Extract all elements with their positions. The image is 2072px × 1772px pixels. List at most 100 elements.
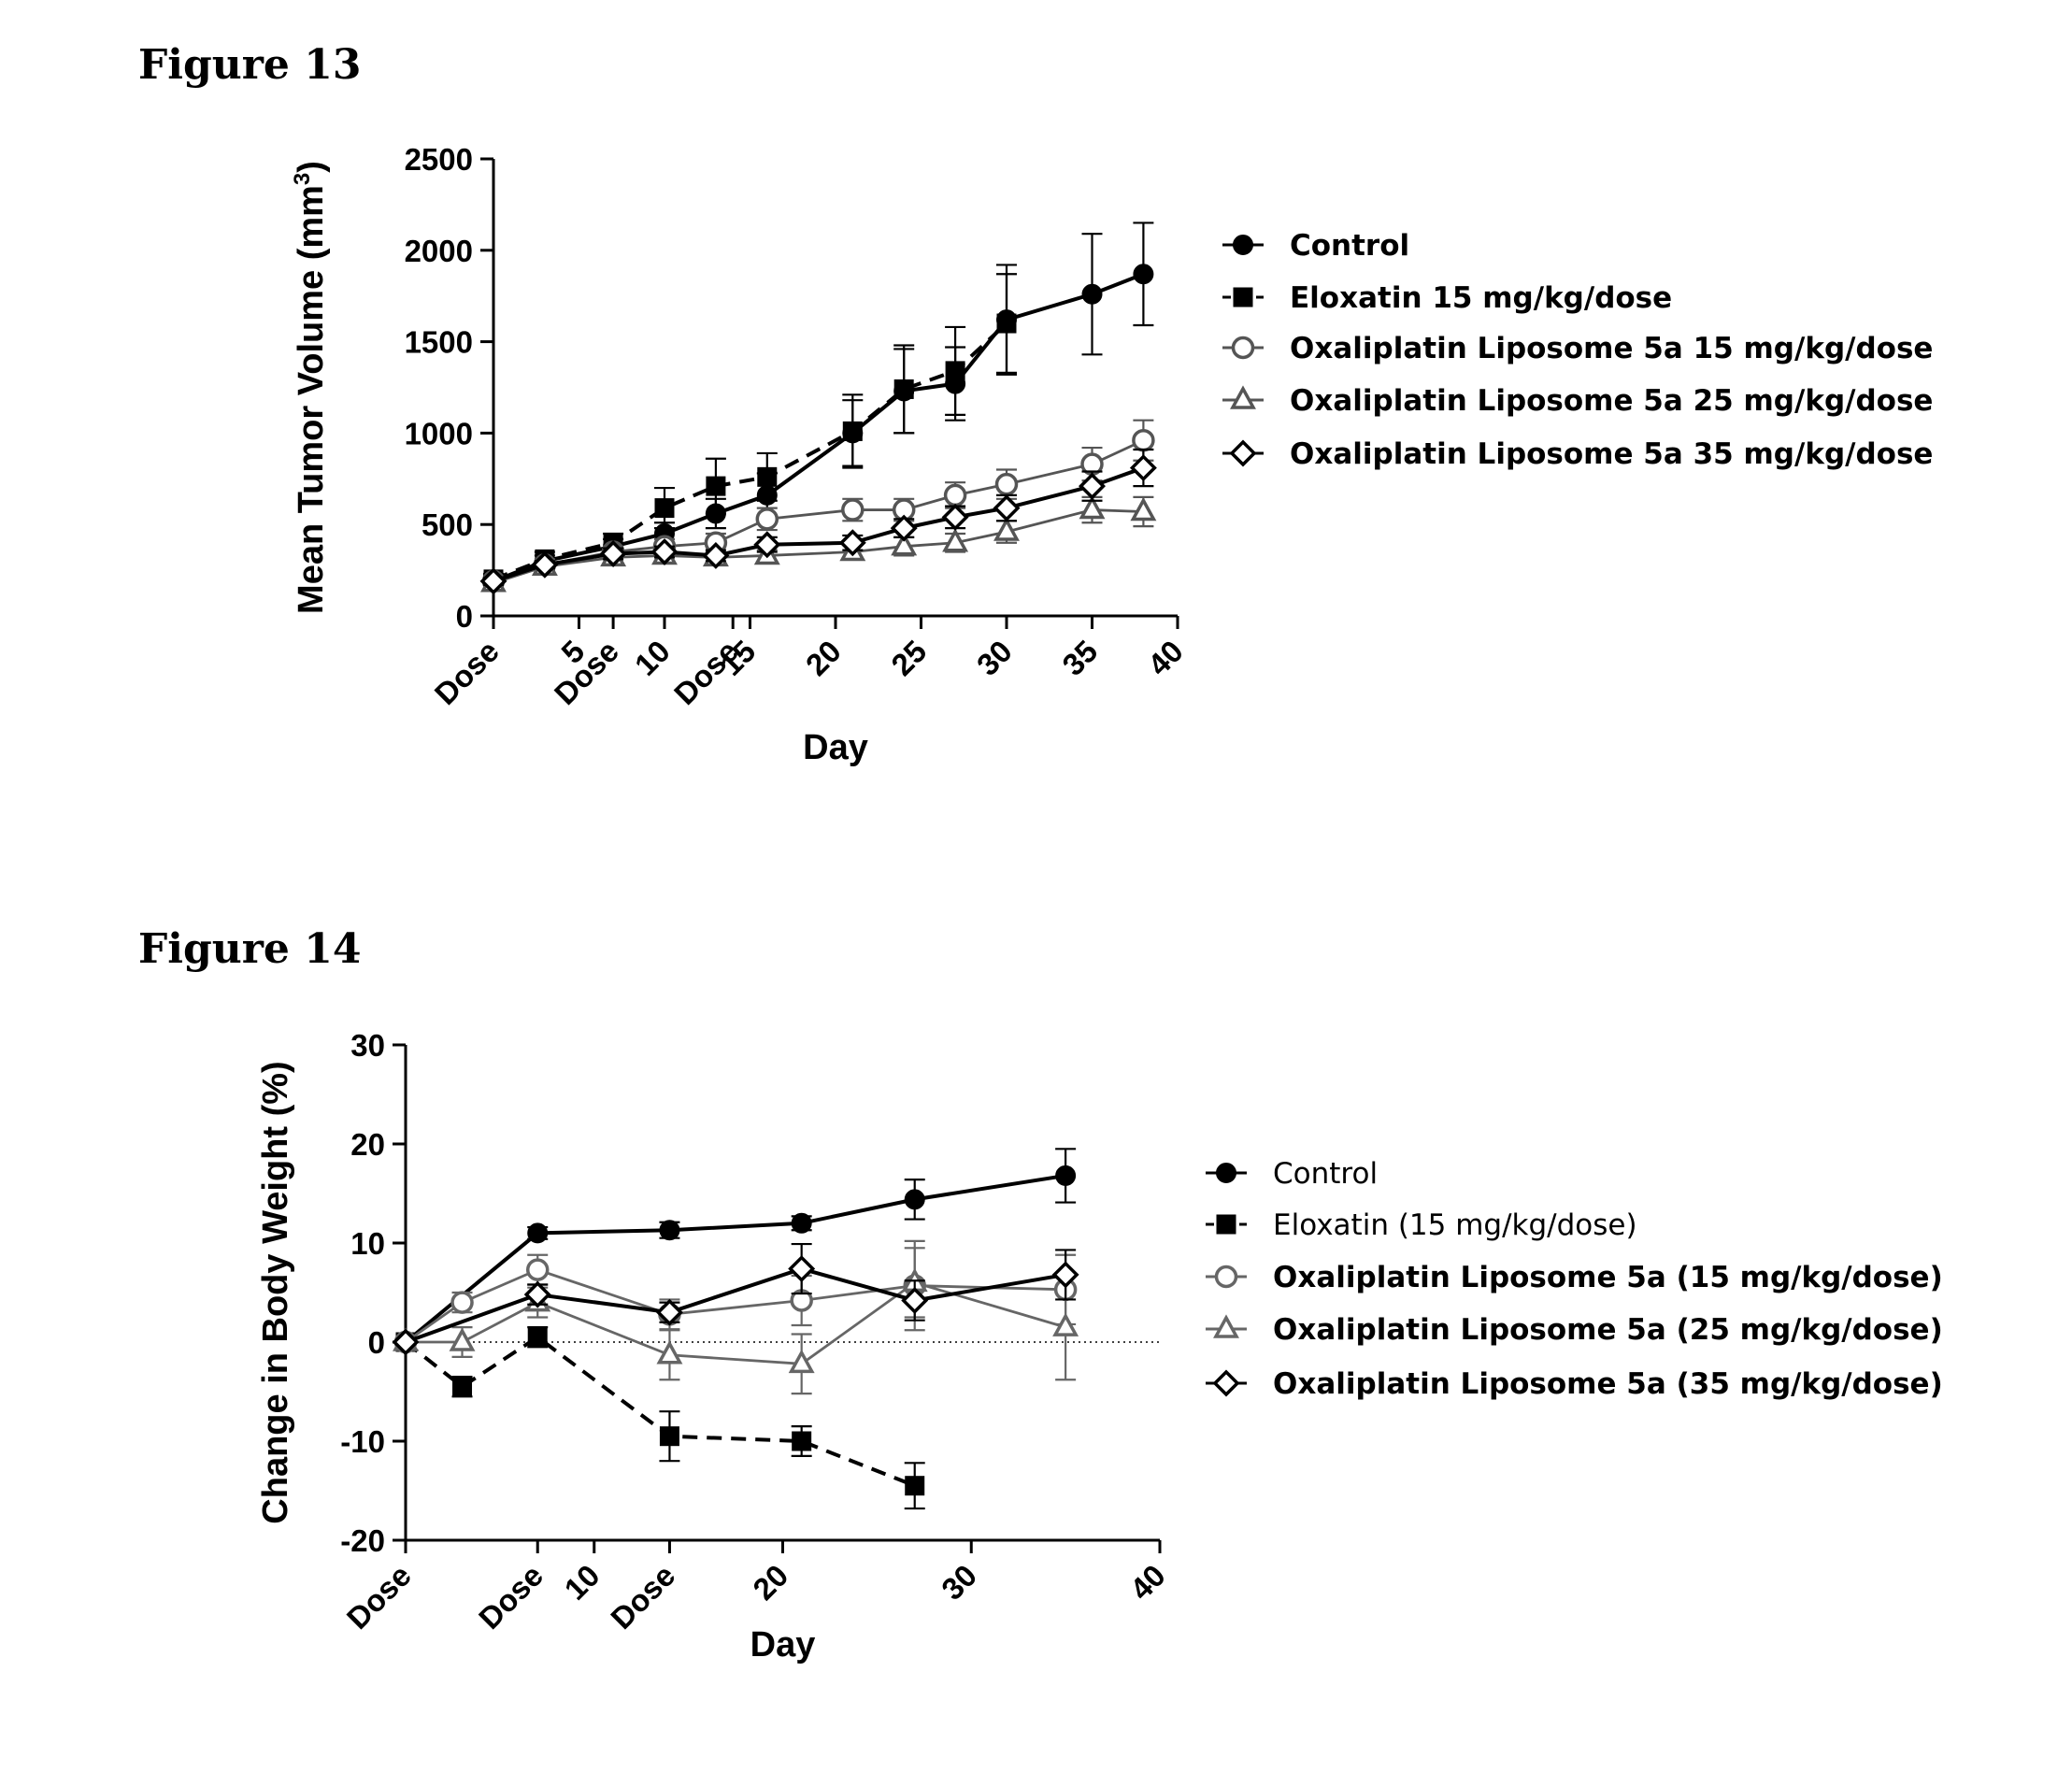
- data-point: [655, 498, 675, 518]
- x-tick-label: 30: [935, 1558, 983, 1607]
- y-tick-label: 10: [350, 1226, 385, 1261]
- legend-item-oxaliplatin-liposome-5a-25-mg-kg-dose: Oxaliplatin Liposome 5a 25 mg/kg/dose: [1222, 384, 1933, 418]
- x-tick-label: 20: [799, 634, 848, 682]
- legend-item-control: Control: [1206, 1157, 1378, 1191]
- data-point: [792, 1352, 812, 1371]
- data-point: [452, 1331, 473, 1350]
- data-point: [757, 467, 777, 487]
- data-point: [997, 475, 1017, 494]
- series-line: [493, 468, 1143, 581]
- data-point: [792, 1432, 811, 1451]
- legend-marker: [1217, 1215, 1236, 1235]
- legend-label: Control: [1273, 1157, 1378, 1191]
- legend-label: Oxaliplatin Liposome 5a (25 mg/kg/dose): [1273, 1313, 1943, 1347]
- data-point: [1083, 285, 1102, 304]
- data-point: [997, 314, 1017, 334]
- data-point: [660, 1426, 679, 1446]
- x-tick-label: 30: [970, 634, 1019, 682]
- data-point: [944, 506, 966, 528]
- data-point: [452, 1377, 472, 1396]
- y-tick-label: 0: [368, 1325, 385, 1360]
- legend-marker: [1234, 338, 1253, 358]
- legend-item-oxaliplatin-liposome-5a-35-mg-kg-dose: Oxaliplatin Liposome 5a (35 mg/kg/dose): [1206, 1367, 1943, 1401]
- legend-marker: [1215, 1372, 1237, 1394]
- y-axis-label: Mean Tumor Volume (mm3): [290, 161, 331, 614]
- y-tick-label: 500: [422, 507, 473, 542]
- data-point: [528, 1260, 548, 1279]
- x-tick-label: 35: [1055, 634, 1104, 682]
- data-point: [452, 1293, 472, 1312]
- data-point: [757, 509, 777, 529]
- y-axis-label: Change in Body Weight (%): [256, 1061, 295, 1523]
- series-line: [406, 1282, 1065, 1364]
- legend-label: Control: [1290, 229, 1409, 263]
- series-control: [396, 1149, 1076, 1351]
- legend-label: Eloxatin 15 mg/kg/dose: [1290, 281, 1672, 315]
- data-point: [1134, 431, 1153, 450]
- legend-marker: [1217, 1164, 1236, 1182]
- series-oxaliplatin-liposome-5a-15-mg-kg-dose: [483, 421, 1153, 592]
- data-point: [1133, 501, 1153, 520]
- y-tick-label: -20: [340, 1523, 385, 1558]
- data-point: [706, 477, 725, 496]
- x-axis-label: Day: [803, 728, 868, 767]
- legend-marker: [1234, 288, 1253, 307]
- y-tick-label: 2000: [405, 234, 473, 268]
- data-point: [843, 500, 863, 520]
- tumor-volume-chart: 05001000150020002500Dose5Dose10Dose15202…: [290, 142, 1933, 767]
- x-tick-label: Dose: [340, 1558, 418, 1636]
- legend-marker: [1233, 389, 1253, 407]
- legend-item-oxaliplatin-liposome-5a-15-mg-kg-dose: Oxaliplatin Liposome 5a (15 mg/kg/dose): [1206, 1261, 1943, 1294]
- x-tick-label: 25: [884, 634, 933, 682]
- data-point: [660, 1221, 679, 1239]
- data-point: [946, 485, 965, 505]
- legend-label: Oxaliplatin Liposome 5a 15 mg/kg/dose: [1290, 332, 1933, 365]
- x-tick-label: Dose: [604, 1558, 681, 1636]
- x-axis-label: Day: [750, 1625, 816, 1665]
- x-tick-label: 40: [1123, 1558, 1172, 1607]
- data-point: [995, 497, 1018, 520]
- y-tick-label: 2500: [405, 142, 473, 177]
- data-point: [946, 361, 965, 380]
- data-point: [1134, 264, 1152, 283]
- data-point: [793, 1214, 811, 1233]
- series-eloxatin-15-mg-kg-dose: [396, 1327, 925, 1508]
- data-point: [1056, 1166, 1075, 1185]
- legend-label: Eloxatin (15 mg/kg/dose): [1273, 1208, 1637, 1242]
- legend-label: Oxaliplatin Liposome 5a (35 mg/kg/dose): [1273, 1367, 1943, 1401]
- legend-item-control: Control: [1222, 229, 1409, 263]
- data-point: [528, 1223, 547, 1242]
- y-tick-label: 1000: [405, 416, 473, 450]
- y-tick-label: 0: [456, 599, 473, 634]
- y-tick-label: 30: [350, 1028, 385, 1063]
- body-weight-chart: -20-100102030DoseDose10Dose203040DayChan…: [256, 1028, 1943, 1665]
- x-tick-label: Dose: [428, 634, 506, 711]
- x-tick-label: 20: [746, 1558, 794, 1607]
- series-oxaliplatin-liposome-5a-15-mg-kg-dose: [396, 1241, 1077, 1352]
- series-control: [483, 222, 1153, 590]
- legend-marker: [1216, 1318, 1236, 1336]
- series-eloxatin-15-mg-kg-dose: [483, 274, 1017, 589]
- legend-label: Oxaliplatin Liposome 5a 35 mg/kg/dose: [1290, 437, 1933, 471]
- y-tick-label: 20: [350, 1127, 385, 1162]
- legend-item-eloxatin-15-mg-kg-dose: Eloxatin 15 mg/kg/dose: [1222, 281, 1672, 315]
- data-point: [906, 1190, 924, 1208]
- y-tick-label: -10: [340, 1424, 385, 1459]
- series-line: [406, 1176, 1065, 1342]
- series-line: [493, 323, 1007, 579]
- x-tick-label: 40: [1141, 634, 1190, 682]
- series-oxaliplatin-liposome-5a-25-mg-kg-dose: [395, 1248, 1076, 1393]
- legend-item-oxaliplatin-liposome-5a-25-mg-kg-dose: Oxaliplatin Liposome 5a (25 mg/kg/dose): [1206, 1313, 1943, 1347]
- y-tick-label: 1500: [405, 325, 473, 360]
- legend-item-oxaliplatin-liposome-5a-15-mg-kg-dose: Oxaliplatin Liposome 5a 15 mg/kg/dose: [1222, 332, 1933, 365]
- legend-label: Oxaliplatin Liposome 5a (15 mg/kg/dose): [1273, 1261, 1943, 1294]
- legend-item-oxaliplatin-liposome-5a-35-mg-kg-dose: Oxaliplatin Liposome 5a 35 mg/kg/dose: [1222, 437, 1933, 471]
- legend-marker: [1234, 236, 1252, 254]
- series-line: [406, 1269, 1065, 1342]
- legend-marker: [1217, 1267, 1236, 1287]
- data-point: [528, 1327, 548, 1347]
- legend-marker: [1232, 442, 1254, 464]
- x-tick-label: 10: [558, 1558, 607, 1607]
- x-tick-label: 10: [628, 634, 677, 682]
- legend-label: Oxaliplatin Liposome 5a 25 mg/kg/dose: [1290, 384, 1933, 418]
